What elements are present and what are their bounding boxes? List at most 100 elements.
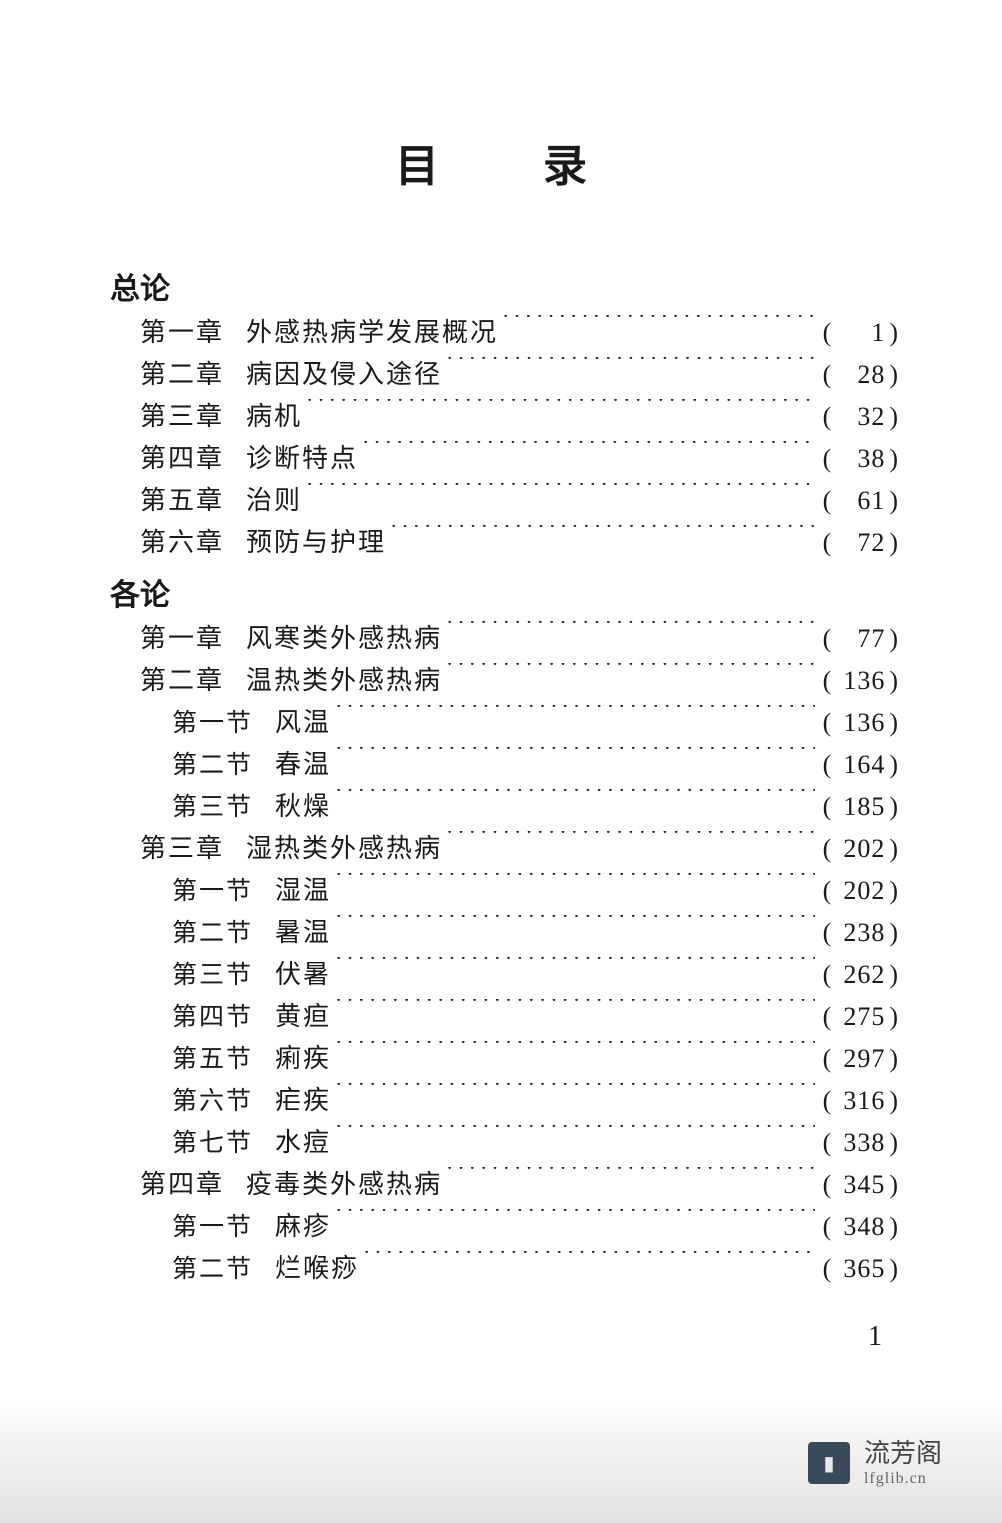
toc-row: 第一章风寒类外感热病(77) <box>110 618 902 660</box>
page-ref: (38) <box>819 438 902 480</box>
paren-close: ) <box>885 666 902 695</box>
dot-leader <box>446 663 815 689</box>
section-heading: 总论 <box>110 264 902 308</box>
paren-close: ) <box>885 1128 902 1157</box>
paren-open: ( <box>819 1128 836 1157</box>
section-label: 第六节 <box>110 1081 275 1123</box>
paren-close: ) <box>885 792 902 821</box>
entry-title: 水痘 <box>275 1122 331 1164</box>
entry-title: 湿温 <box>275 870 331 912</box>
section-label: 第一节 <box>110 1207 275 1249</box>
entry-title: 外感热病学发展概况 <box>246 312 498 354</box>
paren-close: ) <box>885 708 902 737</box>
page-ref-number: 275 <box>835 996 885 1038</box>
chapter-label: 第三章 <box>110 396 246 438</box>
chapter-label: 第五章 <box>110 480 246 522</box>
toc-row: 第二节暑温(238) <box>110 912 902 954</box>
page-ref-number: 61 <box>835 480 885 522</box>
entry-title: 风温 <box>275 702 331 744</box>
toc-row: 第三章湿热类外感热病(202) <box>110 828 902 870</box>
section-label: 第二节 <box>110 745 275 787</box>
footer: ▮ 流芳阁 lfglib.cn <box>0 1403 1002 1523</box>
page-ref-number: 72 <box>835 522 885 564</box>
toc-row: 第二章病因及侵入途径(28) <box>110 354 902 396</box>
section-label: 第二节 <box>110 1249 275 1291</box>
toc-row: 第五节痢疾(297) <box>110 1038 902 1080</box>
page-ref: (238) <box>819 912 902 954</box>
paren-open: ( <box>819 750 836 779</box>
dot-leader <box>335 747 815 773</box>
page-ref: (185) <box>819 786 902 828</box>
page-ref: (32) <box>819 396 902 438</box>
toc-row: 第一节麻疹 (348) <box>110 1206 902 1248</box>
page-number: 1 <box>868 1321 882 1353</box>
toc-row: 第二节烂喉痧(365) <box>110 1248 902 1290</box>
page-ref: (338) <box>819 1122 902 1164</box>
chapter-label: 第一章 <box>110 312 246 354</box>
paren-open: ( <box>819 486 836 515</box>
entry-title: 预防与护理 <box>246 522 386 564</box>
toc-row: 第三节秋燥(185) <box>110 786 902 828</box>
entry-title: 麻疹 <box>275 1206 331 1248</box>
page-ref-number: 238 <box>835 912 885 954</box>
footer-text: 流芳阁 lfglib.cn <box>864 1438 942 1488</box>
paren-close: ) <box>885 444 902 473</box>
page-ref: (202) <box>819 870 902 912</box>
page-ref-number: 348 <box>835 1206 885 1248</box>
page-ref-number: 136 <box>835 702 885 744</box>
page-ref: (348) <box>819 1206 902 1248</box>
dot-leader <box>363 1251 815 1277</box>
dot-leader <box>306 399 815 425</box>
page-ref-number: 316 <box>835 1080 885 1122</box>
paren-close: ) <box>885 1212 902 1241</box>
toc-row: 第六章预防与护理(72) <box>110 522 902 564</box>
dot-leader <box>502 315 815 341</box>
entry-title: 风寒类外感热病 <box>246 618 442 660</box>
paren-open: ( <box>819 918 836 947</box>
dot-leader <box>335 789 815 815</box>
paren-close: ) <box>885 624 902 653</box>
page-ref-number: 1 <box>835 312 885 354</box>
dot-leader <box>335 705 815 731</box>
toc-row: 第三章病机(32) <box>110 396 902 438</box>
section-label: 第五节 <box>110 1039 275 1081</box>
page-ref-number: 38 <box>835 438 885 480</box>
paren-open: ( <box>819 1254 836 1283</box>
page-ref: (28) <box>819 354 902 396</box>
dot-leader <box>306 483 815 509</box>
chapter-label: 第四章 <box>110 1164 246 1206</box>
entry-title: 疟疾 <box>275 1080 331 1122</box>
dot-leader <box>446 621 815 647</box>
chapter-label: 第二章 <box>110 354 246 396</box>
paren-open: ( <box>819 402 836 431</box>
page-ref-number: 262 <box>835 954 885 996</box>
page-ref: (77) <box>819 618 902 660</box>
logo-glyph: ▮ <box>823 1451 834 1476</box>
page-ref: (72) <box>819 522 902 564</box>
dot-leader <box>335 1209 815 1235</box>
entry-title: 痢疾 <box>275 1038 331 1080</box>
paren-close: ) <box>885 1086 902 1115</box>
paren-open: ( <box>819 1212 836 1241</box>
toc-row: 第一节湿温(202) <box>110 870 902 912</box>
toc-row: 第四章诊断特点(38) <box>110 438 902 480</box>
dot-leader <box>335 915 815 941</box>
page-ref-number: 185 <box>835 786 885 828</box>
page-ref: (262) <box>819 954 902 996</box>
dot-leader <box>446 831 815 857</box>
paren-close: ) <box>885 528 902 557</box>
paren-open: ( <box>819 360 836 389</box>
paren-open: ( <box>819 444 836 473</box>
page-ref: (136) <box>819 702 902 744</box>
paren-close: ) <box>885 486 902 515</box>
paren-open: ( <box>819 1002 836 1031</box>
paren-close: ) <box>885 1254 902 1283</box>
page-ref-number: 202 <box>835 828 885 870</box>
paren-open: ( <box>819 1044 836 1073</box>
toc-row: 第五章治则(61) <box>110 480 902 522</box>
toc-row: 第一章外感热病学发展概况(1) <box>110 312 902 354</box>
paren-open: ( <box>819 1170 836 1199</box>
toc-row: 第一节风温(136) <box>110 702 902 744</box>
toc-row: 第二节春温(164) <box>110 744 902 786</box>
paren-open: ( <box>819 318 836 347</box>
